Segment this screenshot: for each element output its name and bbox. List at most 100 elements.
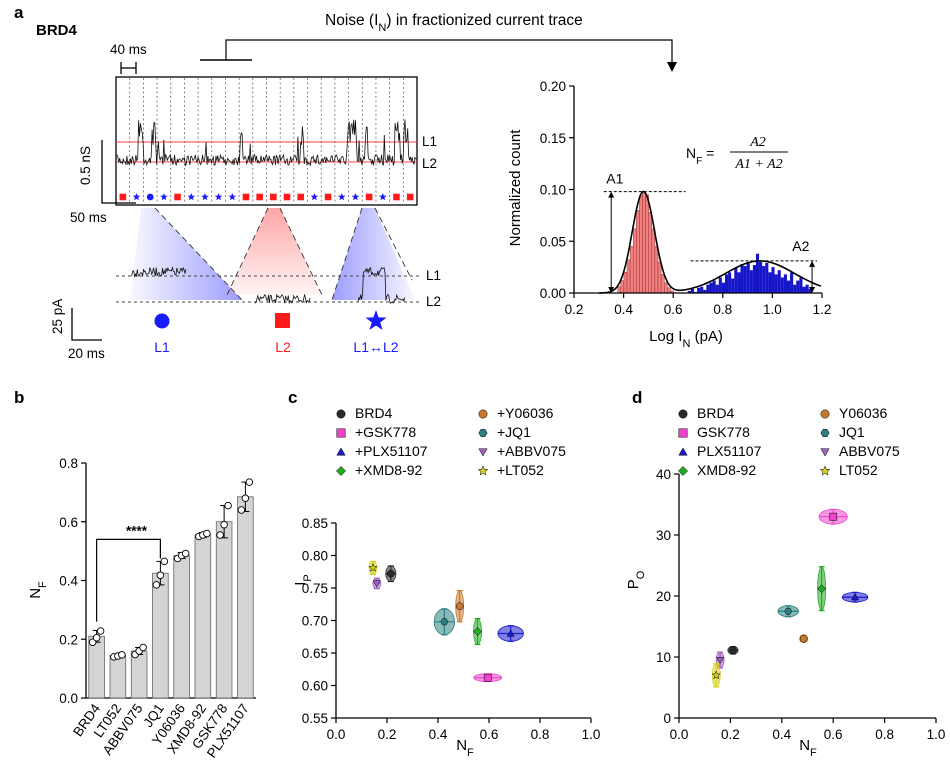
segment-marker-l2 <box>256 193 263 201</box>
label-a1: A1 <box>606 171 623 187</box>
noise-arrowhead <box>667 62 677 72</box>
point-triangle <box>506 629 515 637</box>
histogram-plot <box>598 190 822 294</box>
panel-b-point <box>160 557 169 566</box>
hist-y-tick-label: 0.20 <box>540 79 566 94</box>
hist-bar-blue <box>780 277 784 293</box>
legend-label: BRD4 <box>355 405 393 421</box>
legend-label: BRD4 <box>697 405 735 421</box>
panel-b-bar <box>152 572 169 699</box>
scale-50ms: 50 ms <box>70 210 107 225</box>
legend-marker-circle <box>478 409 488 419</box>
panel-b-point <box>152 581 161 589</box>
hist-x-tick-label: 1.0 <box>763 302 782 317</box>
segment-marker-l1l2 <box>201 193 209 201</box>
hist-bar-blue <box>731 278 735 293</box>
segment-marker-l1l2 <box>214 193 223 201</box>
state-l1-label: L1 <box>154 339 170 355</box>
protein-label: BRD4 <box>36 22 77 39</box>
panel-label-d: d <box>632 388 642 407</box>
segment-marker-l1l2 <box>132 193 141 201</box>
y-tick-label: 40 <box>656 467 671 482</box>
hist-y-tick-label: 0.10 <box>540 183 566 198</box>
state-l1l2-label: L1↔L2 <box>353 339 398 355</box>
segment-marker-l2 <box>393 193 400 201</box>
point-diamond <box>817 584 826 593</box>
x-tick-label: 0.4 <box>429 727 448 742</box>
panel-b-bar-chart: 0.00.20.40.60.8BRD4LT052ABBV075JQ1Y06036… <box>27 456 256 761</box>
segment-marker-l2 <box>297 193 305 201</box>
panel-label-c: c <box>288 388 297 407</box>
hist-bar-red <box>648 212 653 294</box>
hist-bar-blue <box>752 265 756 293</box>
panel-b-point <box>220 520 228 529</box>
hist-bar-red <box>660 274 665 294</box>
panel-b-point <box>156 571 165 579</box>
panel-b-y-tick-label: 0.0 <box>59 691 78 706</box>
x-tick-label: 0.4 <box>772 727 791 742</box>
zoom-fan-l2-edge-a <box>226 207 269 296</box>
legend-label: PLX51107 <box>697 443 762 459</box>
nf-formula-num: A2 <box>749 135 766 150</box>
panel-b-plot: 0.00.20.40.60.8BRD4LT052ABBV075JQ1Y06036… <box>59 456 256 761</box>
state-l1-circle <box>154 313 170 329</box>
noise-title: Noise (IN) in fractionized current trace <box>325 12 583 34</box>
zoom-fan-l1l2-edge-b <box>374 207 413 281</box>
panel-d-xlabel: NF <box>799 737 817 759</box>
panel-b-point <box>224 501 232 510</box>
hist-bar-blue <box>762 266 766 293</box>
hist-bar-red <box>642 191 646 294</box>
hist-bar-blue <box>805 284 809 293</box>
scale-20ms: 20 ms <box>68 346 105 361</box>
hist-bar-blue <box>768 272 772 293</box>
a2-arrow-head-top <box>809 260 816 267</box>
segment-dividers <box>129 78 404 204</box>
segment-marker-l1l2 <box>310 193 319 201</box>
hist-bar-blue <box>690 288 694 293</box>
hist-bar-red <box>620 280 625 294</box>
segment-marker-l1l2 <box>228 193 237 201</box>
hist-bar-blue <box>786 280 791 293</box>
zoom-fan-l1l2-edge-a <box>331 207 363 301</box>
legend-marker-circle <box>820 409 830 419</box>
hist-x-tick-label: 1.2 <box>813 302 832 317</box>
zoom-fan-l1 <box>130 208 242 300</box>
x-tick-label: 0.2 <box>378 727 397 742</box>
legend-marker-diamond <box>336 466 346 476</box>
y-tick-label: 30 <box>656 528 671 543</box>
panel-b-y-tick-label: 0.8 <box>59 456 78 471</box>
a2-arrow-head-bottom <box>809 287 816 293</box>
point-star <box>368 562 378 572</box>
point-triangle-down <box>716 657 725 664</box>
legend-marker-star <box>819 465 831 476</box>
trace-label-l1: L1 <box>422 134 437 149</box>
hist-x-tick-label: 0.2 <box>565 302 584 317</box>
zoom-label-l2: L2 <box>426 294 441 309</box>
legend-label: LT052 <box>839 462 878 478</box>
hist-bar-red <box>629 246 634 294</box>
panel-b-bar <box>109 655 127 699</box>
y-tick-label: 0.60 <box>302 679 328 694</box>
nf-formula-lhs: NF = <box>686 145 714 167</box>
y-tick-label: 20 <box>656 589 671 604</box>
panel-b-ylabel: NF <box>27 581 49 599</box>
hist-bar-red <box>636 209 640 294</box>
hist-bar-blue <box>712 280 716 293</box>
histogram-axes: 0.00 0.05 0.10 0.15 0.20 0.2 0.4 0.6 0.8 1.0 1.2 <box>540 79 832 317</box>
panel-label-a: a <box>14 3 24 22</box>
panel-b-y-tick-label: 0.2 <box>59 632 78 647</box>
state-l2-square <box>275 313 290 328</box>
hist-bar-blue <box>703 289 707 293</box>
legend-marker-hexagon <box>478 429 488 437</box>
panel-b-point <box>203 529 211 538</box>
segment-marker-l1l2 <box>337 193 346 201</box>
hist-bar-blue <box>715 284 719 293</box>
hist-bar-blue <box>737 272 741 293</box>
legend-marker-triangle <box>678 447 688 456</box>
panel-b-point <box>96 627 105 635</box>
panel-label-b: b <box>14 388 24 407</box>
y-tick-label: 0.80 <box>302 549 328 564</box>
hist-bar-blue <box>749 270 753 293</box>
point-square <box>829 512 838 521</box>
legend-label: +LT052 <box>497 462 544 478</box>
